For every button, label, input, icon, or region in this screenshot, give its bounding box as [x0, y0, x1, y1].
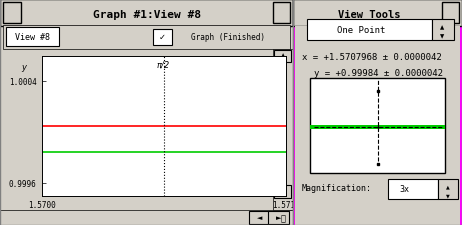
Text: ✓: ✓ — [159, 33, 166, 42]
FancyBboxPatch shape — [3, 3, 20, 24]
Text: Graph (Finished): Graph (Finished) — [191, 33, 265, 42]
Text: View #8: View #8 — [15, 33, 50, 42]
FancyBboxPatch shape — [0, 210, 293, 225]
Text: ▲: ▲ — [446, 184, 450, 189]
FancyBboxPatch shape — [442, 3, 459, 24]
FancyBboxPatch shape — [388, 179, 438, 199]
Text: ▼: ▼ — [446, 193, 450, 198]
FancyBboxPatch shape — [432, 20, 454, 40]
FancyBboxPatch shape — [152, 29, 171, 46]
FancyBboxPatch shape — [273, 3, 291, 24]
Text: ▲: ▲ — [281, 53, 285, 58]
Text: x: x — [294, 174, 299, 183]
FancyBboxPatch shape — [438, 179, 458, 199]
FancyBboxPatch shape — [274, 51, 292, 63]
FancyBboxPatch shape — [6, 28, 59, 47]
Text: Magnification:: Magnification: — [302, 183, 372, 192]
FancyBboxPatch shape — [293, 0, 462, 27]
Text: ◄: ◄ — [257, 215, 262, 220]
Text: ⤡: ⤡ — [280, 213, 286, 222]
FancyBboxPatch shape — [0, 0, 293, 27]
FancyBboxPatch shape — [307, 20, 432, 40]
Text: ►: ► — [276, 215, 282, 220]
FancyBboxPatch shape — [3, 26, 291, 50]
Text: π/2: π/2 — [157, 60, 170, 69]
FancyBboxPatch shape — [273, 50, 293, 210]
FancyBboxPatch shape — [249, 212, 270, 224]
Text: x = +1.5707968 ± 0.0000042: x = +1.5707968 ± 0.0000042 — [302, 53, 442, 62]
Text: y = +0.99984 ± 0.0000042: y = +0.99984 ± 0.0000042 — [314, 69, 443, 78]
Text: One Point: One Point — [337, 26, 385, 35]
FancyBboxPatch shape — [310, 79, 445, 173]
FancyBboxPatch shape — [310, 125, 445, 129]
Text: Graph #1:View #8: Graph #1:View #8 — [93, 10, 201, 20]
Text: ▼: ▼ — [281, 190, 285, 195]
FancyBboxPatch shape — [274, 186, 292, 198]
FancyBboxPatch shape — [295, 27, 460, 225]
Text: ▼: ▼ — [440, 34, 445, 39]
Text: View Tools: View Tools — [338, 10, 401, 20]
Text: 3x: 3x — [400, 184, 410, 194]
Text: y: y — [21, 63, 26, 72]
Text: ▲: ▲ — [440, 26, 445, 31]
FancyBboxPatch shape — [268, 212, 289, 224]
